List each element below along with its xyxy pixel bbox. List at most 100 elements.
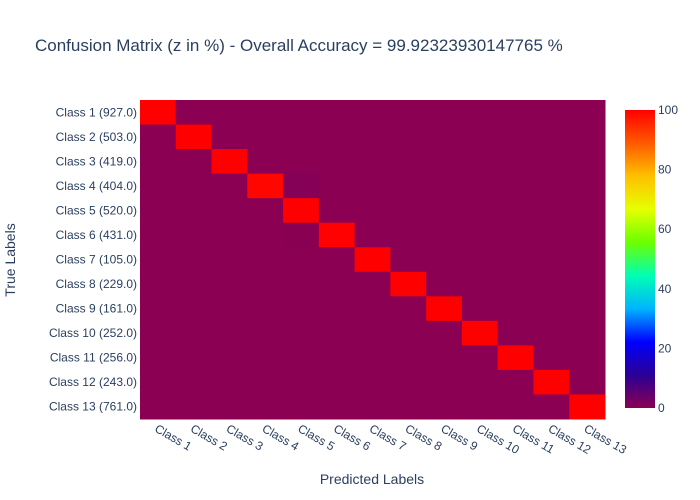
y-tick-label: Class 8 (229.0) <box>56 277 137 291</box>
heatmap-cell <box>211 394 248 420</box>
heatmap-cell <box>283 369 320 395</box>
heatmap-cell <box>247 296 284 322</box>
heatmap-cell <box>318 100 356 126</box>
heatmap-cell <box>390 296 427 322</box>
heatmap-cell <box>426 222 463 248</box>
heatmap-cell <box>461 296 499 322</box>
heatmap-cell <box>247 149 284 175</box>
heatmap-cell <box>533 345 570 371</box>
colorbar <box>625 110 655 408</box>
y-tick-label: Class 9 (161.0) <box>56 302 137 316</box>
heatmap-cell <box>354 173 391 199</box>
heatmap-cell <box>569 394 606 420</box>
colorbar-tick-label: 40 <box>658 282 672 296</box>
heatmap-cell <box>140 296 177 322</box>
heatmap-cell <box>140 247 177 273</box>
heatmap-cell <box>283 124 320 150</box>
heatmap-cell <box>569 345 606 371</box>
heatmap-cell <box>390 247 427 273</box>
heatmap-cell <box>354 222 391 248</box>
x-tick-label: Class 1 <box>152 421 194 453</box>
heatmap-cell <box>211 369 248 395</box>
heatmap-cell <box>533 222 570 248</box>
heatmap-cell <box>140 173 177 199</box>
heatmap-cell <box>533 100 570 126</box>
heatmap-cell <box>247 173 284 199</box>
heatmap-cell <box>461 124 499 150</box>
heatmap-cell <box>426 345 463 371</box>
heatmap-cell <box>533 320 570 346</box>
heatmap-cell <box>497 124 534 150</box>
heatmap-cell <box>354 345 391 371</box>
heatmap-cell <box>140 100 177 126</box>
y-tick-label: Class 3 (419.0) <box>56 154 137 168</box>
colorbar-tick-label: 0 <box>658 401 665 415</box>
heatmap-cell <box>283 394 320 420</box>
heatmap-cell <box>283 345 320 371</box>
heatmap-cell <box>140 124 177 150</box>
heatmap-cell <box>175 345 213 371</box>
heatmap-cell <box>426 369 463 395</box>
heatmap-cell <box>354 271 391 297</box>
heatmap-cell <box>426 173 463 199</box>
colorbar-ticks: 0 20 40 60 80 100 <box>658 103 678 415</box>
x-tick-label: Class 6 <box>331 421 373 453</box>
heatmap-cell <box>140 394 177 420</box>
heatmap-cell <box>175 173 213 199</box>
heatmap-cell <box>461 369 499 395</box>
heatmap-cell <box>426 247 463 273</box>
heatmap-cell <box>569 100 606 126</box>
heatmap-cell <box>461 149 499 175</box>
heatmap-cell <box>533 247 570 273</box>
heatmap-cell <box>175 320 213 346</box>
heatmap-cell <box>211 198 248 224</box>
heatmap-cell <box>569 124 606 150</box>
x-tick-label: Class 3 <box>224 421 266 453</box>
heatmap-cell <box>390 320 427 346</box>
heatmap-cell <box>247 247 284 273</box>
heatmap-cell <box>461 320 499 346</box>
heatmap-cell <box>533 173 570 199</box>
heatmap-cell <box>497 320 534 346</box>
heatmap-cell <box>497 149 534 175</box>
heatmap-cell <box>140 198 177 224</box>
heatmap-cell <box>211 271 248 297</box>
y-axis-title: True Labels <box>2 223 18 296</box>
y-tick-label: Class 13 (761.0) <box>49 400 137 414</box>
heatmap-cell <box>426 149 463 175</box>
heatmap-cell <box>569 247 606 273</box>
heatmap-cell <box>354 124 391 150</box>
heatmap-cell <box>283 173 320 199</box>
heatmap-cell <box>426 271 463 297</box>
x-tick-label: Class 7 <box>367 421 409 453</box>
heatmap-cell <box>175 198 213 224</box>
heatmap-cell <box>497 173 534 199</box>
heatmap-cell <box>283 149 320 175</box>
x-axis-title: Predicted Labels <box>320 471 424 487</box>
heatmap-cell <box>211 149 248 175</box>
heatmap-cell <box>318 345 356 371</box>
y-tick-label: Class 6 (431.0) <box>56 228 137 242</box>
heatmap-cell <box>354 394 391 420</box>
heatmap-cell <box>390 124 427 150</box>
heatmap-cell <box>247 124 284 150</box>
heatmap-cell <box>533 271 570 297</box>
heatmap-cell <box>354 369 391 395</box>
heatmap-cell <box>354 320 391 346</box>
heatmap-cell <box>426 320 463 346</box>
heatmap-cell <box>211 100 248 126</box>
heatmap-cell <box>390 173 427 199</box>
heatmap-cell <box>461 394 499 420</box>
heatmap-cell <box>497 394 534 420</box>
heatmap-cell <box>140 320 177 346</box>
heatmap-cell <box>354 296 391 322</box>
heatmap-cell <box>426 394 463 420</box>
heatmap-cell <box>426 124 463 150</box>
heatmap-cell <box>461 247 499 273</box>
heatmap-cell <box>211 173 248 199</box>
heatmap-cell <box>211 247 248 273</box>
x-tick-label: Class 8 <box>403 421 445 453</box>
heatmap-cell <box>318 369 356 395</box>
heatmap-cell <box>283 320 320 346</box>
